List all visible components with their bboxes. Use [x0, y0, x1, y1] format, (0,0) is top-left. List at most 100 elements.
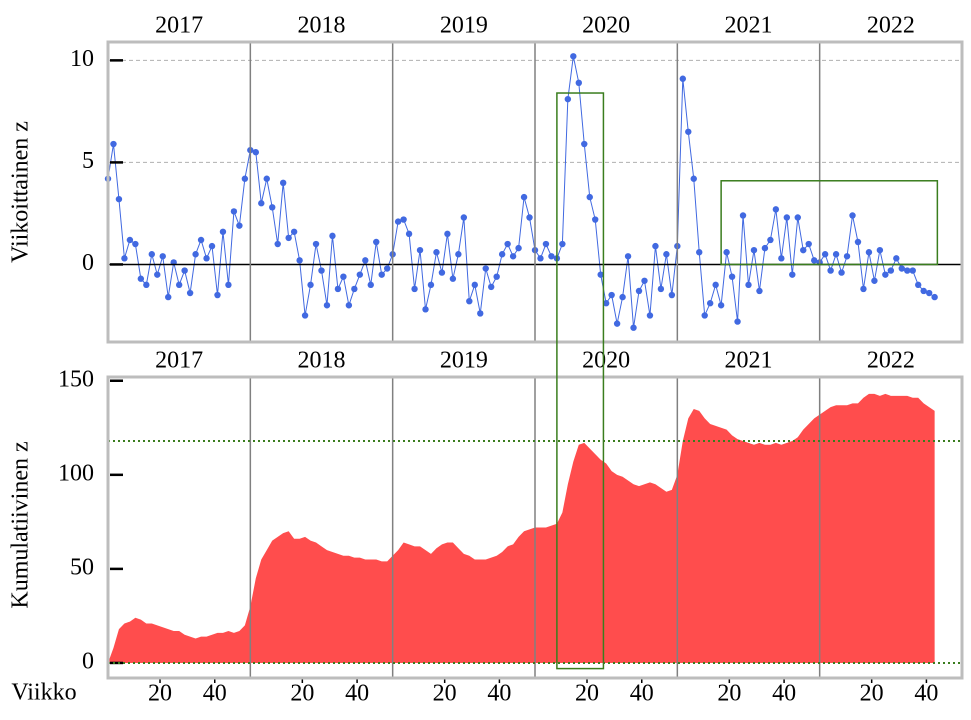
data-point	[734, 318, 741, 325]
data-point	[488, 283, 495, 291]
data-point	[624, 253, 632, 260]
data-point	[340, 273, 347, 280]
data-point	[197, 236, 205, 244]
data-point	[285, 234, 292, 242]
data-point	[745, 281, 752, 289]
year-label: 2022	[867, 348, 915, 374]
data-point	[690, 175, 697, 182]
data-point	[663, 251, 670, 258]
data-point	[400, 216, 407, 223]
data-point	[586, 193, 593, 201]
x-tick-label: 20	[575, 681, 599, 707]
data-point	[646, 312, 654, 319]
data-point	[367, 281, 374, 289]
data-point	[767, 236, 774, 244]
year-label: 2018	[298, 348, 346, 374]
year-label: 2017	[155, 13, 203, 39]
data-point	[810, 257, 818, 264]
data-point	[641, 277, 648, 284]
data-point	[493, 273, 500, 280]
data-point	[805, 240, 812, 248]
data-point	[893, 255, 900, 262]
data-point	[920, 287, 927, 295]
data-point	[449, 275, 457, 282]
data-point	[537, 255, 544, 262]
data-point	[143, 281, 150, 289]
plot-frame	[106, 40, 964, 344]
data-point	[887, 267, 895, 274]
data-point	[258, 200, 265, 207]
data-point	[909, 267, 916, 274]
data-area	[108, 393, 935, 663]
data-point	[783, 214, 791, 221]
data-point	[657, 285, 665, 293]
data-point	[608, 291, 615, 299]
data-point	[800, 246, 807, 254]
data-point	[356, 271, 364, 278]
x-tick-label: 20	[290, 681, 314, 707]
data-point	[318, 267, 325, 274]
data-point	[520, 193, 528, 201]
y-axis-label: Kumulatiivinen z	[8, 441, 34, 608]
x-tick-label: 20	[433, 681, 457, 707]
x-axis-label: Viikko	[11, 680, 76, 706]
data-point	[378, 271, 385, 278]
data-point	[581, 140, 588, 148]
data-point	[236, 222, 243, 229]
data-point	[329, 232, 336, 240]
data-point	[115, 195, 123, 203]
x-tick-label: 40	[345, 681, 369, 707]
data-point	[241, 175, 249, 182]
data-point	[263, 175, 270, 182]
year-label: 2019	[440, 348, 488, 374]
data-point	[121, 255, 128, 262]
data-point	[203, 255, 210, 262]
data-point	[214, 291, 221, 299]
data-point	[619, 293, 626, 301]
data-point	[405, 230, 413, 238]
data-point	[559, 240, 566, 248]
data-point	[444, 230, 451, 238]
data-point	[865, 249, 873, 256]
data-point	[635, 287, 643, 295]
data-point	[772, 206, 780, 213]
data-point	[761, 244, 769, 252]
data-point	[482, 265, 489, 272]
data-point	[931, 293, 938, 301]
data-point	[750, 246, 758, 254]
y-tick-label: 100	[58, 460, 94, 486]
data-point	[126, 236, 134, 244]
data-point	[274, 240, 281, 248]
data-point	[427, 281, 435, 289]
x-tick-label: 40	[914, 681, 938, 707]
data-point	[148, 251, 155, 258]
y-axis-label: Viikoittainen z	[8, 121, 34, 263]
year-label: 2020	[582, 348, 630, 374]
data-point	[186, 289, 194, 297]
data-point	[394, 218, 402, 225]
data-point	[301, 312, 309, 319]
data-point	[548, 253, 555, 260]
data-point	[132, 240, 139, 248]
data-point	[679, 75, 687, 82]
data-point	[438, 269, 446, 276]
data-point	[252, 149, 260, 156]
data-point	[564, 95, 572, 103]
data-point	[925, 289, 933, 297]
data-point	[542, 240, 550, 248]
data-point	[821, 251, 829, 258]
x-tick-label: 40	[630, 681, 654, 707]
year-label: 2018	[298, 13, 346, 39]
plot-frame	[106, 375, 964, 680]
data-point	[416, 246, 424, 254]
data-point	[652, 242, 659, 250]
data-point	[668, 291, 676, 299]
x-tick-label: 20	[860, 681, 884, 707]
y-tick-label: 10	[70, 46, 94, 72]
data-point	[526, 214, 533, 221]
data-point	[701, 312, 708, 319]
data-point	[728, 273, 736, 280]
y-tick-label: 5	[82, 148, 94, 174]
data-point	[575, 79, 582, 87]
data-point	[137, 275, 145, 282]
